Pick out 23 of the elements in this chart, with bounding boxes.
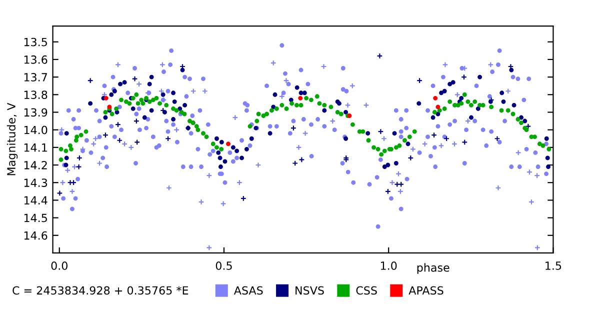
y-tick-label: 14.4 (24, 196, 48, 204)
y-tick-label: 14.0 (24, 126, 48, 134)
y-axis-title: Magnitude, V (6, 102, 18, 176)
x-axis-title: phase (417, 263, 450, 274)
y-tick-label: 14.1 (24, 144, 47, 152)
y-tick-label: 13.7 (24, 73, 47, 82)
y-tick-label: 14.5 (24, 214, 47, 222)
y-tick-label: 14.6 (24, 231, 48, 240)
x-tick-label: 0.5 (216, 261, 232, 270)
legend-label: ASAS (234, 286, 263, 295)
y-tick-label: 13.5 (24, 38, 47, 46)
legend-label: CSS (356, 286, 377, 295)
x-tick-label: 1.5 (546, 262, 562, 270)
y-tick-label: 13.8 (24, 90, 48, 100)
y-tick-label: 13.6 (24, 55, 48, 64)
legend-label: NSVS (296, 286, 324, 295)
legend-label: APASS (408, 286, 444, 295)
y-tick-label: 14.3 (24, 178, 48, 187)
text: C = 2453834.928 + 0.35765 *E (12, 286, 188, 295)
y-tick-label: 13.9 (24, 108, 48, 117)
y-tick-label: 14.2 (24, 160, 47, 170)
x-tick-label: 0.0 (51, 261, 68, 270)
x-tick-label: 1.0 (380, 261, 397, 270)
